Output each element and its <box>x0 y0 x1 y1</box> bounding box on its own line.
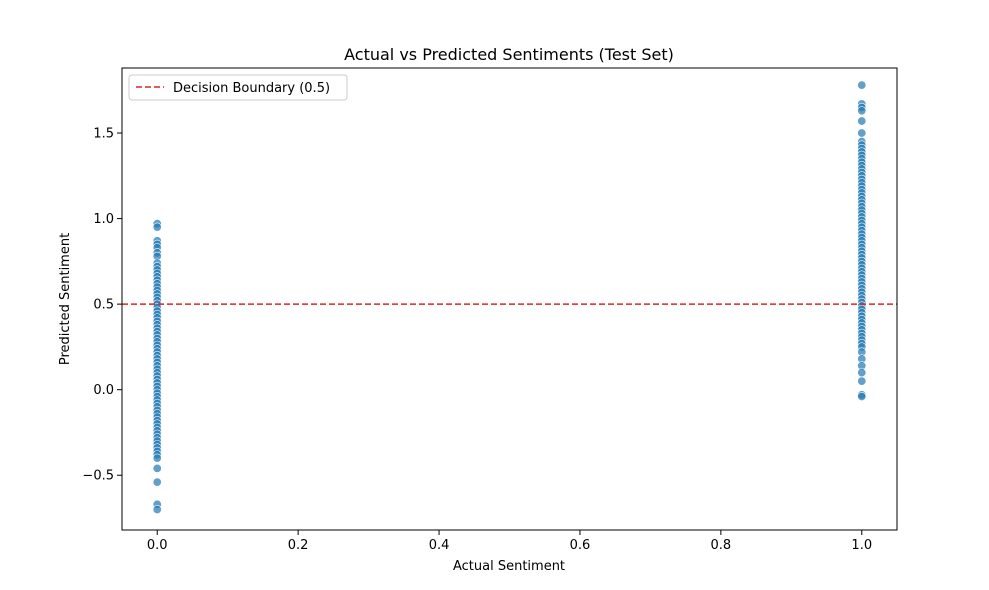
y-axis-ticks: −0.5 0.0 0.5 1.0 1.5 <box>82 127 122 484</box>
x-tick-label: 0.0 <box>147 538 168 553</box>
data-point <box>857 128 867 138</box>
data-point <box>152 222 162 232</box>
data-point <box>152 463 162 473</box>
data-point <box>152 453 162 463</box>
x-tick-label: 0.2 <box>288 538 309 553</box>
y-tick-label: 1.0 <box>93 212 114 227</box>
legend-label: Decision Boundary (0.5) <box>173 81 330 96</box>
points-layer <box>152 80 867 514</box>
plot-frame <box>121 67 898 531</box>
y-tick-label: −0.5 <box>82 469 114 484</box>
y-axis-label: Predicted Sentiment <box>58 233 73 365</box>
chart-title: Actual vs Predicted Sentiments (Test Set… <box>344 45 674 64</box>
data-point <box>857 80 867 90</box>
data-point <box>857 392 867 402</box>
data-point <box>857 106 867 116</box>
x-tick-label: 0.6 <box>570 538 591 553</box>
x-tick-label: 0.8 <box>711 538 732 553</box>
data-point <box>857 376 867 386</box>
data-point <box>857 116 867 126</box>
x-axis-ticks: 0.0 0.2 0.4 0.6 0.8 1.0 <box>147 530 872 553</box>
legend: Decision Boundary (0.5) <box>128 74 348 101</box>
y-tick-label: 0.5 <box>93 298 114 313</box>
y-tick-label: 0.0 <box>93 383 114 398</box>
x-tick-label: 0.4 <box>429 538 450 553</box>
data-point <box>152 477 162 487</box>
x-tick-label: 1.0 <box>851 538 872 553</box>
legend-box <box>128 74 348 101</box>
data-point <box>152 504 162 514</box>
data-point <box>857 368 867 378</box>
x-axis-label: Actual Sentiment <box>453 559 565 574</box>
y-tick-label: 1.5 <box>93 127 114 142</box>
